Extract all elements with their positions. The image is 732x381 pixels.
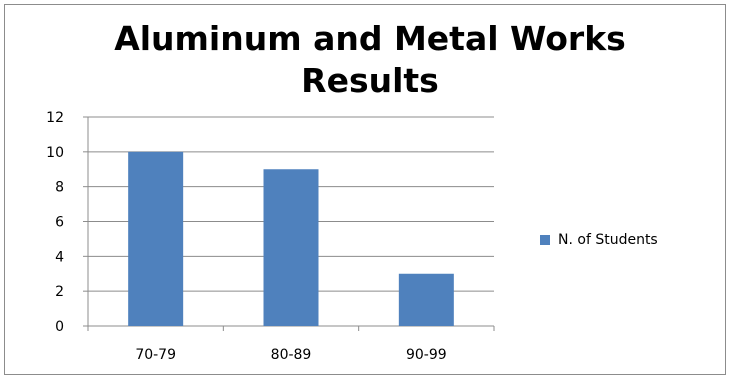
bar-70-79: [128, 151, 184, 326]
legend-swatch: [540, 235, 550, 245]
y-tick-label-12: 12: [46, 110, 64, 126]
legend: N. of Students: [540, 232, 658, 248]
x-tick-label-90-99: 90-99: [406, 347, 447, 363]
y-tick-label-0: 0: [55, 319, 64, 335]
y-tick-label-10: 10: [46, 145, 64, 161]
legend-label: N. of Students: [558, 232, 658, 248]
chart-title-line-2: Results: [301, 61, 439, 100]
y-tick-label-4: 4: [55, 249, 64, 265]
x-tick-label-70-79: 70-79: [135, 347, 176, 363]
chart-frame: [4, 4, 726, 375]
y-tick-label-6: 6: [55, 215, 64, 231]
chart-title: Aluminum and Metal Works Results: [0, 18, 732, 102]
y-tick-label-2: 2: [55, 284, 64, 300]
chart-title-line-1: Aluminum and Metal Works: [114, 19, 626, 58]
bar-80-89: [263, 169, 319, 326]
x-tick-label-80-89: 80-89: [271, 347, 312, 363]
bar-90-99: [398, 273, 454, 326]
y-tick-label-8: 8: [55, 180, 64, 196]
